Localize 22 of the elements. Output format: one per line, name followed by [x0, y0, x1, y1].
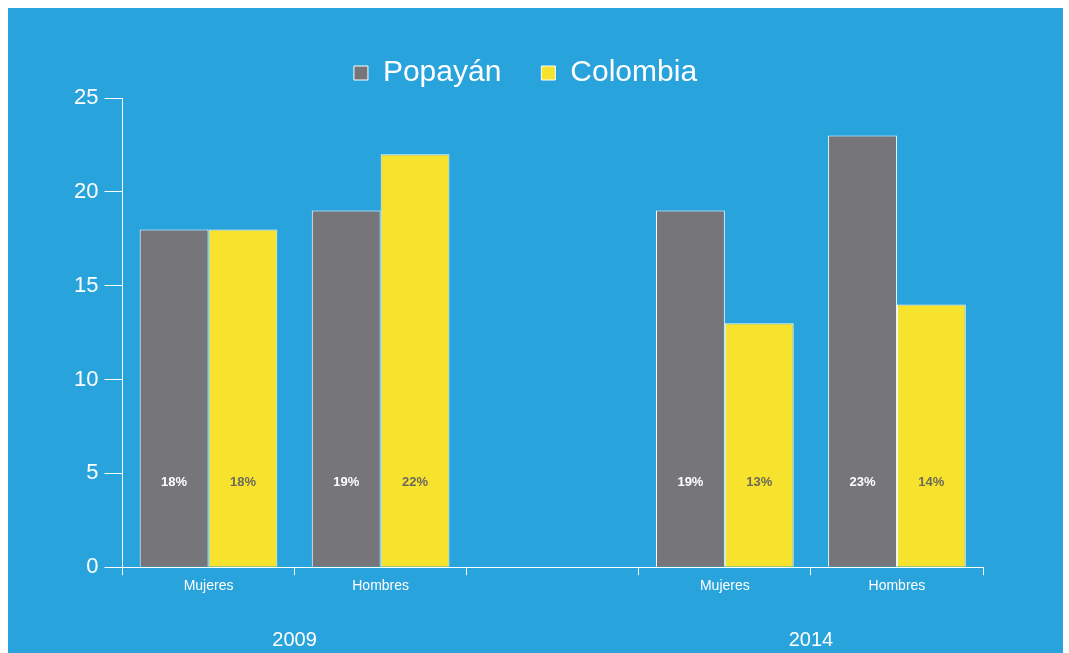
- y-tick-label: 25: [73, 84, 99, 110]
- data-label: 19%: [333, 474, 360, 490]
- x-tick-label: Mujeres: [183, 577, 234, 594]
- x-tick-label: Hombres: [868, 577, 926, 594]
- legend-label: Colombia: [570, 54, 698, 88]
- x-tick-label: Hombres: [352, 577, 410, 594]
- data-label: 18%: [161, 474, 188, 490]
- y-tick-label: 5: [86, 459, 99, 485]
- data-label: 13%: [746, 474, 773, 490]
- data-label: 23%: [849, 474, 876, 490]
- data-label: 14%: [918, 474, 945, 490]
- text: 2014: [788, 627, 834, 650]
- data-label: 22%: [402, 474, 429, 490]
- data-label: 18%: [229, 474, 257, 490]
- text: 2009: [272, 627, 317, 650]
- x-tick-label: Mujeres: [699, 577, 750, 594]
- y-tick-label: 0: [86, 553, 99, 579]
- y-tick-label: 15: [73, 271, 99, 297]
- data-label: 19%: [677, 474, 704, 490]
- legend-label: Popayán: [382, 54, 502, 88]
- y-tick-label: 10: [73, 365, 99, 391]
- y-tick-label: 20: [73, 177, 99, 203]
